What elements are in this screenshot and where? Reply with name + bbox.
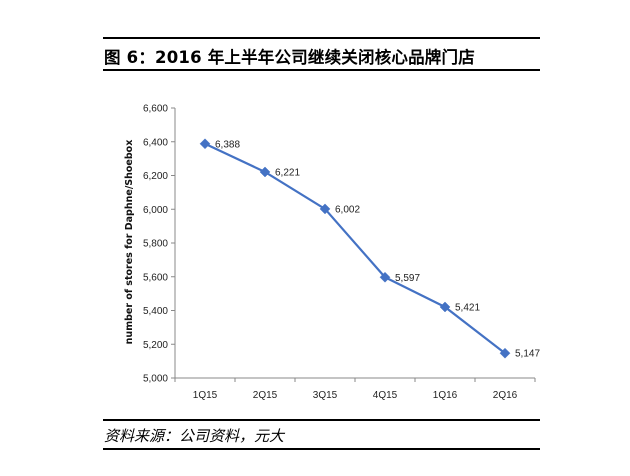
y-tick-label: 5,600 — [143, 272, 168, 283]
y-tick-label: 6,000 — [143, 205, 168, 216]
data-point-marker — [319, 203, 331, 215]
x-tick-label: 2Q16 — [493, 390, 518, 401]
series-line-group: 6,388 6,221 6,002 5,597 5,421 5,147 — [199, 138, 540, 360]
source-note: 资料来源：公司资料，元大 — [104, 427, 285, 445]
header-bottom-rule — [103, 69, 540, 71]
data-point-marker — [499, 347, 511, 359]
page-title: 图 6：2016 年上半年公司继续关闭核心品牌门店 — [104, 48, 475, 67]
y-tick-label: 6,200 — [143, 171, 168, 182]
data-label: 6,221 — [275, 167, 300, 178]
footer-bottom-rule — [103, 448, 540, 450]
y-tick-label: 5,800 — [143, 239, 168, 250]
x-tick-label: 1Q15 — [193, 390, 218, 401]
x-tick-label: 2Q15 — [253, 390, 278, 401]
data-label: 5,597 — [395, 273, 420, 284]
x-axis: 1Q15 2Q15 3Q15 4Q15 1Q16 2Q16 — [174, 377, 536, 401]
data-label: 5,421 — [455, 302, 480, 313]
source-top-rule — [103, 419, 540, 421]
y-tick-label: 5,400 — [143, 306, 168, 317]
y-tick-label: 5,200 — [143, 340, 168, 351]
header-top-rule — [103, 37, 540, 39]
y-tick-label: 5,000 — [143, 374, 168, 385]
data-label: 6,002 — [335, 204, 360, 215]
data-label: 5,147 — [515, 349, 540, 360]
data-point-marker — [259, 166, 271, 178]
y-tick-label: 6,600 — [143, 104, 168, 115]
data-point-marker — [199, 138, 211, 150]
y-axis: 5,000 5,200 5,400 5,600 5,800 6,000 6,200 6,400… — [143, 104, 176, 385]
data-point-marker — [439, 301, 451, 313]
x-tick-label: 4Q15 — [373, 390, 398, 401]
x-tick-label: 3Q15 — [313, 390, 338, 401]
y-axis-label: number of stores for Daphne/Shoebox — [124, 140, 135, 345]
data-point-marker — [379, 271, 391, 283]
series-line — [204, 142, 506, 355]
data-label: 6,388 — [215, 139, 240, 150]
y-tick-label: 6,400 — [143, 137, 168, 148]
x-tick-label: 1Q16 — [433, 390, 458, 401]
